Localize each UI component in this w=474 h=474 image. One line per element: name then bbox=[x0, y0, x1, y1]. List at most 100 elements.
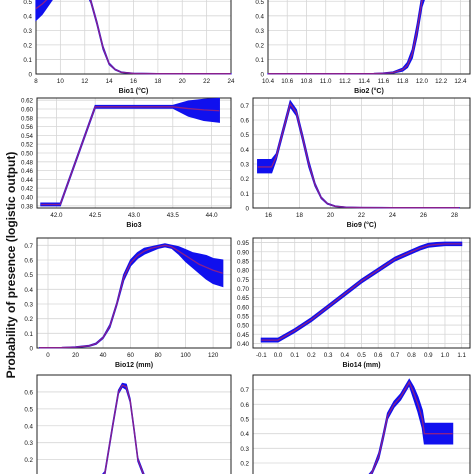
chart-panel: 0.40 0.45 0.50 0.55 0.60 0.65 0.70 0.75 0.80 0.85… bbox=[237, 237, 471, 369]
y-tick-label: 0.52 bbox=[21, 142, 34, 149]
plot-frame bbox=[252, 374, 471, 474]
y-tick-label: 0.4 bbox=[240, 431, 249, 438]
y-tick-label: 0.60 bbox=[237, 304, 250, 311]
x-axis-title: Bio3 bbox=[126, 222, 141, 229]
plot-frame bbox=[36, 237, 232, 349]
y-tick-label: 0.54 bbox=[21, 133, 34, 140]
x-tick-label: 8 bbox=[34, 78, 38, 85]
y-tick-label: 0 bbox=[30, 346, 34, 353]
x-tick-label: 24 bbox=[228, 78, 235, 85]
x-tick-label: 20 bbox=[327, 212, 334, 219]
response-line bbox=[257, 102, 460, 209]
confidence-band bbox=[368, 378, 454, 474]
y-tick-label: 0.95 bbox=[237, 240, 250, 247]
response-line bbox=[103, 384, 145, 474]
x-tick-label: 10 bbox=[57, 78, 64, 85]
plot-frame bbox=[36, 97, 232, 209]
chart-panel: 0 0.1 0.2 0.3 0.4 0.5 10.4 10.6 10.8 11.0 11.2 11.4… bbox=[255, 0, 471, 95]
chart-panel: 0 0.1 0.2 0.3 0.4 0.5 0.6 0.7 0 20 40 60 80 100 120 Bio… bbox=[24, 237, 232, 369]
x-tick-label: 14 bbox=[106, 78, 113, 85]
x-tick-label: 120 bbox=[208, 352, 219, 359]
y-tick-label: 0.48 bbox=[21, 159, 34, 166]
chart-panel: 0.380.40 0.42 0.44 0.46 0.480.50 0.52 0.54 0.56… bbox=[21, 97, 232, 229]
y-tick-label: 0.5 bbox=[24, 406, 33, 413]
y-tick-label: 0.65 bbox=[237, 295, 250, 302]
x-axis-title: Bio2 (°C) bbox=[354, 87, 384, 95]
plot-frame bbox=[36, 374, 232, 474]
y-tick-label: 0.2 bbox=[23, 42, 32, 49]
y-tick-label: 0.50 bbox=[237, 323, 250, 330]
x-tick-label: 0.9 bbox=[424, 352, 433, 359]
x-tick-label: 12.0 bbox=[416, 78, 429, 85]
y-tick-label: 0.3 bbox=[24, 440, 33, 447]
y-tick-label: 0.2 bbox=[255, 42, 264, 49]
x-tick-label: 43.0 bbox=[128, 212, 141, 219]
x-tick-label: 0.4 bbox=[341, 352, 350, 359]
x-tick-label: 10.4 bbox=[262, 78, 275, 85]
x-tick-label: 0.7 bbox=[391, 352, 400, 359]
x-tick-label: 12.4 bbox=[454, 78, 467, 85]
y-tick-label: 0.4 bbox=[255, 13, 264, 20]
x-tick-label: 26 bbox=[420, 212, 427, 219]
y-tick-label: 0.40 bbox=[237, 341, 250, 348]
x-tick-label: 11.8 bbox=[397, 78, 409, 85]
x-tick-label: -0.1 bbox=[256, 352, 267, 359]
x-axis-title: Bio1 (°C) bbox=[119, 87, 149, 95]
y-tick-label: 0.2 bbox=[240, 461, 249, 468]
x-tick-label: 42.0 bbox=[50, 212, 63, 219]
x-tick-label: 0.2 bbox=[307, 352, 316, 359]
x-tick-label: 43.5 bbox=[167, 212, 180, 219]
x-tick-label: 100 bbox=[180, 352, 191, 359]
response-line bbox=[261, 243, 462, 341]
x-tick-label: 1.1 bbox=[457, 352, 466, 359]
y-tick-label: 0.1 bbox=[255, 57, 264, 64]
confidence-band bbox=[102, 382, 145, 474]
y-tick-label: 0.3 bbox=[23, 28, 32, 35]
y-tick-label: 0.5 bbox=[255, 0, 264, 6]
x-tick-label: 20 bbox=[72, 352, 79, 359]
x-tick-label: 10.8 bbox=[300, 78, 313, 85]
y-tick-label: 0.3 bbox=[240, 446, 249, 453]
chart-panel: 0 0.1 0.2 0.3 0.4 0.5 0.6 0.7 16 18 20 22 24 26 28 Bio9… bbox=[240, 97, 471, 229]
y-tick-label: 0.4 bbox=[24, 423, 33, 430]
x-tick-label: 40 bbox=[100, 352, 107, 359]
y-tick-label: 0.1 bbox=[23, 57, 32, 64]
confidence-band bbox=[267, 0, 425, 75]
x-tick-label: 0.1 bbox=[290, 352, 299, 359]
x-tick-label: 11.4 bbox=[358, 78, 370, 85]
response-line bbox=[40, 106, 220, 206]
x-tick-label: 42.5 bbox=[89, 212, 102, 219]
x-tick-label: 22 bbox=[203, 78, 210, 85]
y-tick-label: 0.75 bbox=[237, 277, 250, 284]
chart-panel: 0.10.20.30.40.50.6 bbox=[24, 374, 232, 474]
y-tick-label: 0.7 bbox=[240, 103, 249, 110]
x-tick-label: 0.8 bbox=[407, 352, 416, 359]
y-tick-label: 0.38 bbox=[21, 203, 34, 210]
x-tick-label: 11.2 bbox=[339, 78, 351, 85]
y-tick-label: 0.4 bbox=[24, 287, 33, 294]
confidence-band bbox=[257, 99, 460, 209]
y-tick-label: 0.7 bbox=[24, 243, 33, 250]
x-axis-title: Bio12 (mm) bbox=[115, 362, 153, 369]
x-tick-label: 28 bbox=[451, 212, 458, 219]
y-tick-label: 0.1 bbox=[24, 331, 33, 338]
y-tick-label: 0.56 bbox=[21, 124, 34, 131]
x-tick-label: 16 bbox=[265, 212, 272, 219]
y-tick-label: 0.4 bbox=[23, 13, 32, 20]
y-tick-label: 0.6 bbox=[24, 389, 33, 396]
y-tick-label: 0.3 bbox=[24, 302, 33, 309]
response-line bbox=[35, 0, 231, 75]
y-tick-label: 0.70 bbox=[237, 286, 250, 293]
y-tick-label: 0.6 bbox=[240, 118, 249, 125]
x-tick-label: 22 bbox=[358, 212, 365, 219]
y-tick-label: 0.4 bbox=[240, 147, 249, 154]
y-tick-label: 0.1 bbox=[240, 191, 249, 198]
x-tick-label: 1.0 bbox=[441, 352, 450, 359]
y-tick-label: 0.80 bbox=[237, 268, 250, 275]
x-tick-label: 0 bbox=[46, 352, 50, 359]
y-tick-label: 0.6 bbox=[24, 258, 33, 265]
plot-frame bbox=[267, 0, 471, 75]
confidence-band bbox=[39, 243, 224, 349]
y-tick-label: 0.42 bbox=[21, 186, 34, 193]
